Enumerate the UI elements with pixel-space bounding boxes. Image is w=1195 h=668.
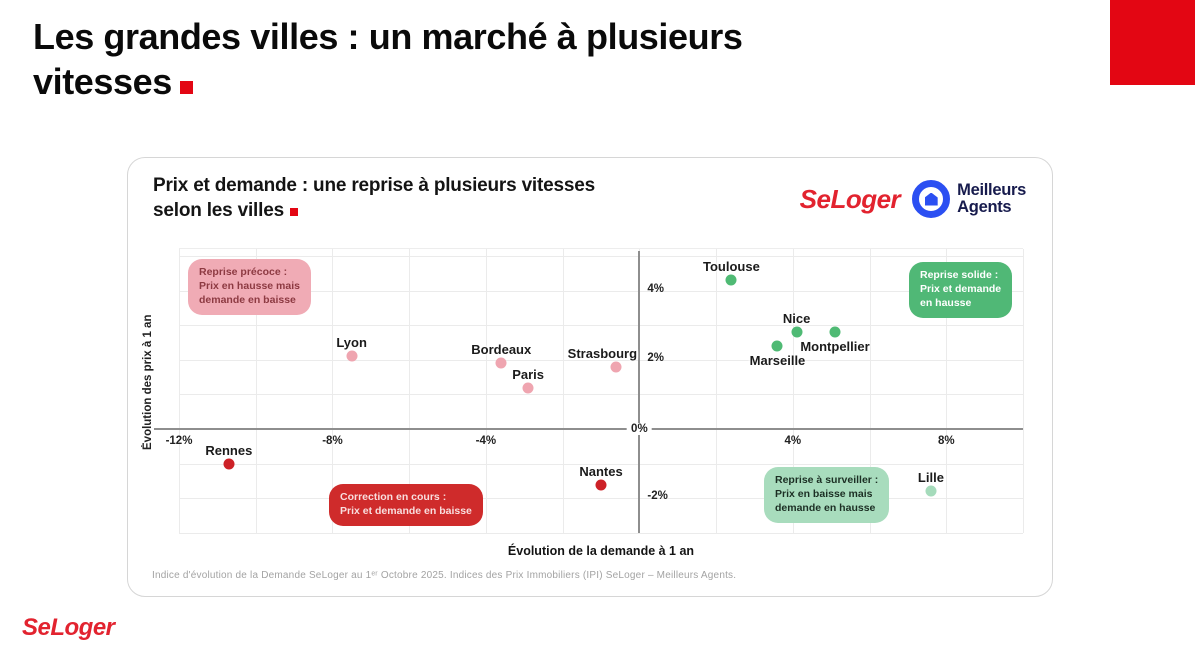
city-label: Strasbourg — [567, 345, 638, 361]
x-gridline — [485, 249, 487, 533]
x-gridline — [946, 249, 948, 533]
city-dot — [346, 350, 358, 362]
y-gridline — [179, 255, 1023, 257]
x-gridline — [409, 249, 411, 533]
chart-title-accent-square — [289, 208, 298, 217]
meilleurs-agents-wordmark: Meilleurs Agents — [957, 181, 1026, 216]
title-accent-square — [179, 81, 193, 94]
y-axis-label: Évolution des prix à 1 an — [142, 314, 154, 450]
callout-reprise-a-surveiller: Reprise à surveiller : Prix en baisse ma… — [764, 467, 890, 523]
x-tick-label: 4% — [784, 435, 802, 448]
city-label: Nantes — [579, 463, 623, 479]
y-gridline — [179, 463, 1023, 465]
meilleurs-agents-house-icon — [912, 180, 951, 218]
y-axis-line — [638, 251, 641, 533]
city-label: Marseille — [749, 352, 806, 368]
city-label: Bordeaux — [471, 342, 532, 358]
x-gridline — [562, 249, 564, 533]
y-gridline — [179, 394, 1023, 396]
page-title-line1: Les grandes villes : un marché à plusieu… — [33, 16, 743, 57]
city-label: Montpellier — [800, 339, 870, 355]
callout-reprise-precoce: Reprise précoce : Prix en hausse mais de… — [188, 259, 311, 315]
y-gridline — [179, 325, 1023, 327]
page-title-line2: vitesses — [33, 61, 172, 102]
city-label: Paris — [512, 366, 544, 382]
y-gridline — [179, 498, 1023, 500]
city-dot — [223, 458, 235, 470]
x-axis-label: Évolution de la demande à 1 an — [507, 544, 695, 558]
brand-logos: SeLoger Meilleurs Agents — [800, 180, 1026, 218]
city-dot — [925, 485, 937, 497]
x-gridline — [332, 249, 334, 533]
city-label: Lyon — [336, 335, 367, 351]
city-label: Rennes — [205, 442, 253, 458]
plot-area: Reprise précoce : Prix en hausse mais de… — [154, 248, 1024, 534]
x-gridline — [716, 249, 718, 533]
x-tick-label: -12% — [165, 435, 193, 448]
x-axis-line — [154, 428, 1023, 431]
origin-label: 0% — [627, 423, 652, 436]
city-dot — [725, 274, 737, 286]
city-label: Nice — [782, 311, 811, 327]
callout-reprise-solide: Reprise solide : Prix et demande en haus… — [909, 262, 1013, 318]
city-dot — [791, 326, 803, 338]
chart-title-line1: Prix et demande : une reprise à plusieur… — [153, 175, 595, 196]
chart-card: Prix et demande : une reprise à plusieur… — [127, 157, 1053, 597]
x-tick-label: -8% — [322, 435, 343, 448]
city-dot — [771, 340, 783, 352]
callout-correction-en-cours: Correction en cours : Prix et demande en… — [329, 484, 483, 526]
x-gridline — [255, 249, 257, 533]
city-label: Toulouse — [703, 259, 760, 275]
source-note: Indice d'évolution de la Demande SeLoger… — [152, 570, 737, 581]
x-tick-label: -4% — [475, 435, 497, 448]
y-tick-label: 2% — [647, 351, 664, 364]
x-gridline — [1023, 249, 1024, 533]
x-gridline — [792, 249, 794, 533]
brand-corner-rectangle — [1110, 0, 1195, 85]
page-title: Les grandes villes : un marché à plusieu… — [33, 14, 743, 104]
y-tick-label: -2% — [647, 490, 668, 503]
meilleurs-agents-logo: Meilleurs Agents — [912, 180, 1026, 218]
x-gridline — [179, 249, 180, 533]
x-gridline — [869, 249, 871, 533]
chart-title-line2: selon les villes — [153, 200, 284, 222]
city-dot — [495, 357, 507, 369]
city-dot — [829, 326, 841, 338]
city-dot — [595, 479, 607, 490]
city-label: Lille — [917, 470, 944, 486]
seloger-footer-logo: SeLoger — [22, 614, 115, 641]
city-dot — [610, 361, 622, 373]
chart-title: Prix et demande : une reprise à plusieur… — [153, 173, 595, 223]
y-gridline — [179, 290, 1023, 292]
seloger-logo: SeLoger — [799, 183, 901, 214]
y-tick-label: 4% — [647, 282, 664, 295]
x-tick-label: 8% — [937, 435, 955, 448]
city-dot — [522, 382, 534, 394]
y-gridline — [179, 533, 1023, 534]
y-gridline — [179, 359, 1023, 361]
